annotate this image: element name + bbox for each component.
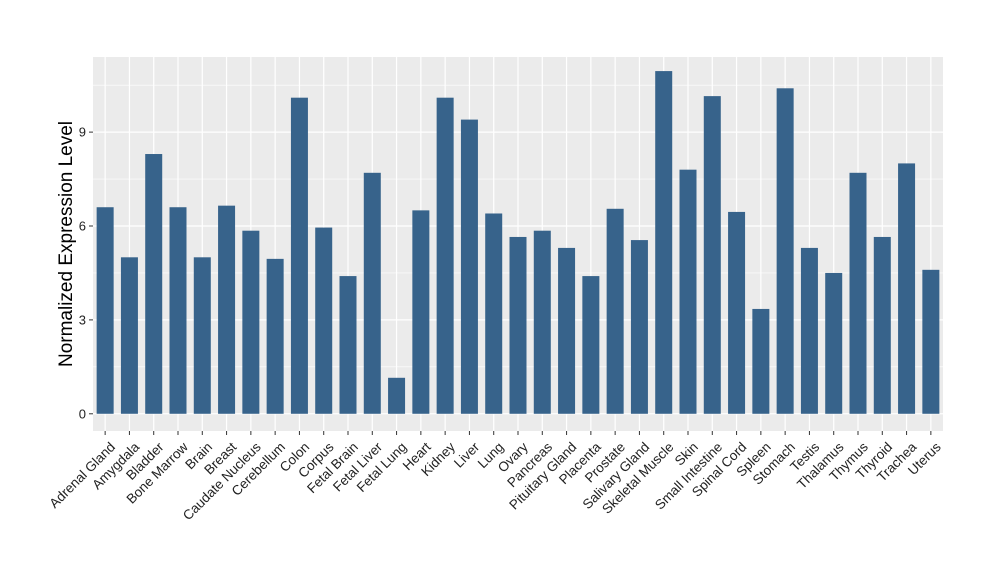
bar	[120, 257, 138, 414]
bar	[752, 308, 770, 414]
bar	[776, 88, 794, 414]
bar	[849, 172, 867, 414]
bar	[339, 276, 357, 414]
bar	[582, 276, 600, 414]
y-tick-label: 0	[79, 406, 86, 421]
y-tick-label: 6	[79, 219, 86, 234]
bar	[558, 247, 576, 414]
bar	[315, 227, 333, 414]
bar	[266, 258, 284, 414]
bar	[800, 247, 818, 414]
bar	[606, 208, 624, 414]
bar	[242, 230, 260, 414]
x-tick-label: Liver	[451, 439, 483, 471]
bar	[679, 169, 697, 414]
y-axis-label: Normalized Expression Level	[56, 121, 77, 367]
bar	[460, 119, 478, 414]
bar	[412, 210, 430, 414]
y-tick-label: 3	[79, 312, 86, 327]
bar	[655, 71, 673, 414]
bar	[533, 230, 551, 414]
bar	[728, 211, 746, 414]
bars-group	[96, 71, 940, 414]
bar	[509, 236, 527, 414]
bar	[922, 269, 940, 414]
bar	[485, 213, 503, 414]
bar	[873, 236, 891, 414]
bar	[96, 207, 114, 414]
bar	[825, 272, 843, 414]
y-tick-label: 9	[79, 125, 86, 140]
bar	[388, 377, 406, 414]
bar	[630, 240, 648, 414]
bar	[193, 257, 211, 414]
bar	[363, 172, 381, 414]
bar	[169, 207, 187, 414]
bar	[145, 154, 163, 414]
bar	[703, 96, 721, 414]
bar	[898, 163, 916, 414]
bar	[290, 97, 308, 414]
y-axis: 0 3 6 9	[79, 125, 93, 421]
bar	[218, 205, 236, 414]
bar	[436, 97, 454, 414]
